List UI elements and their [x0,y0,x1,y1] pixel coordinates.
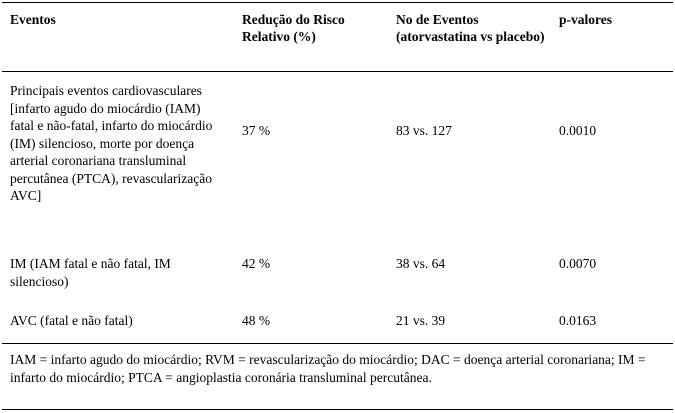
row-3-eventos: 21 vs. 39 [396,313,446,328]
row-1-reducao: 37 % [242,123,271,138]
row-2-evento: IM (IAM fatal e não fatal, IM silencioso… [10,256,171,289]
row-1-eventos: 83 vs. 127 [396,123,452,138]
row-1-evento: Principais eventos cardiovasculares [inf… [10,83,213,203]
row-3-p-valor: 0.0163 [559,313,597,328]
row-2-eventos: 38 vs. 64 [396,256,446,271]
footnote-divider [2,343,673,344]
table-footnote: IAM = infarto agudo do miocárdio; RVM = … [10,352,646,385]
row-3-evento: AVC (fatal e não fatal) [10,313,133,328]
header-eventos: Eventos [10,12,56,27]
row-3-reducao: 48 % [242,313,271,328]
header-reducao-risco: Redução do Risco Relativo (%) [242,12,345,44]
row-2-reducao: 42 % [242,256,271,271]
row-1-p-valor: 0.0010 [559,123,597,138]
row-2-p-valor: 0.0070 [559,256,597,271]
header-divider [2,71,673,72]
header-p-valores: p-valores [559,12,612,27]
header-numero-eventos: No de Eventos (atorvastatina vs placebo) [396,12,545,44]
